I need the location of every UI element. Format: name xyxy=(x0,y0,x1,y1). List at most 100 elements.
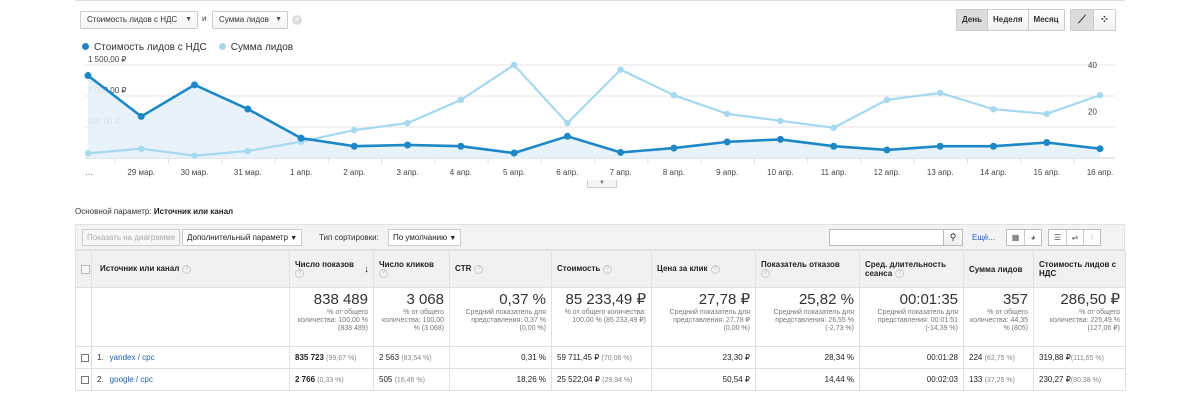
help-icon[interactable]: ? xyxy=(761,269,770,279)
help-icon[interactable]: ? xyxy=(295,269,304,279)
top-divider xyxy=(75,0,1125,1)
col-header-bounce-label: Показатель отказов xyxy=(761,259,840,269)
help-icon[interactable]: ? xyxy=(474,264,484,274)
period-month-button[interactable]: Месяц xyxy=(1027,10,1064,30)
total-duration: 00:01:35 Средний показатель для представл… xyxy=(859,287,964,347)
comparison-view-icon[interactable]: ⇌ xyxy=(1066,230,1083,245)
series1-point xyxy=(723,138,731,146)
series1-point xyxy=(670,144,678,152)
motion-chart-icon[interactable]: ⁘ xyxy=(1093,10,1115,30)
metric1-label: Стоимость лидов с НДС xyxy=(87,15,178,24)
total-clicks: 3 068% от общего количества: 100,00 % (3… xyxy=(373,287,450,347)
help-icon[interactable]: ? xyxy=(182,264,192,274)
series1-point xyxy=(297,134,305,142)
col-header-source-label: Источник или канал xyxy=(100,264,180,274)
total-note: % от общего количества: 44,35 % (805) xyxy=(969,309,1028,332)
advanced-filter-link[interactable]: Ещё... xyxy=(972,233,996,242)
period-day-button[interactable]: День xyxy=(957,10,987,30)
line-chart-icon[interactable]: ⟋ xyxy=(1071,10,1093,30)
x-tick-label: 13 апр. xyxy=(927,168,954,177)
series1-point xyxy=(989,142,997,150)
col-header-clicks[interactable]: Число кликов? xyxy=(373,250,450,288)
plot-rows-button[interactable]: Показать на диаграмме xyxy=(82,229,181,246)
col-header-duration[interactable]: Сред. длительность сеанса? xyxy=(859,250,964,288)
pie-chart-view-icon[interactable]: ◕ xyxy=(1024,230,1041,245)
col-header-impressions[interactable]: Число показов? ↓ xyxy=(289,250,374,288)
chart-type-selector: ⟋ ⁘ xyxy=(1070,9,1116,31)
total-value: 00:01:35 xyxy=(899,291,958,308)
pivot-view-icon[interactable]: ⦙ xyxy=(1083,230,1100,245)
sort-type-select[interactable]: По умолчанию ▼ xyxy=(388,229,462,246)
series1-dot-icon xyxy=(82,43,89,50)
x-tick-label: 11 апр. xyxy=(821,168,847,177)
metric2-select[interactable]: Сумма лидов ▼ xyxy=(212,11,288,29)
x-tick-label: 15 апр. xyxy=(1033,168,1060,177)
series2-point xyxy=(883,96,891,104)
chart-controls: Стоимость лидов с НДС ▼ и Сумма лидов ▼ … xyxy=(80,8,1125,32)
col-header-impressions-label: Число показов xyxy=(295,259,354,269)
data-table-view-icon[interactable]: ▦ xyxy=(1007,230,1024,245)
total-note: % от общего количества: 100,00 % (838 48… xyxy=(297,309,368,332)
row-select-cell xyxy=(75,346,92,369)
cost-cell: 25 522,04 ₽ (29,94 %) xyxy=(551,368,652,391)
total-cost: 85 233,49 ₽% от общего количества: 100,0… xyxy=(551,287,652,347)
series2-point xyxy=(990,105,997,113)
total-note: Средний показатель для представления: 0,… xyxy=(465,309,547,332)
total-value: 0,37 % xyxy=(499,291,546,308)
cell-value: 59 711,45 ₽ xyxy=(557,353,600,362)
col-header-lead-cost-label: Стоимость лидов с НДС xyxy=(1039,260,1117,278)
x-tick-label: … xyxy=(85,168,93,177)
period-week-button[interactable]: Неделя xyxy=(987,10,1028,30)
help-icon[interactable]: ? xyxy=(895,269,905,279)
x-tick-label: 31 мар. xyxy=(234,168,262,177)
series1-point xyxy=(936,142,944,150)
x-tick-label: 9 апр. xyxy=(716,168,738,177)
col-header-duration-label: Сред. длительность сеанса xyxy=(865,259,946,278)
help-icon[interactable]: ? xyxy=(603,264,613,274)
source-cell: 1. yandex / cpc xyxy=(91,346,290,369)
chart-resize-handle[interactable]: ▼ xyxy=(587,180,617,188)
sort-type-value: По умолчанию xyxy=(393,233,448,242)
search-icon[interactable]: ⚲ xyxy=(943,229,963,246)
series1-point xyxy=(350,142,358,150)
series1-point xyxy=(776,135,784,143)
col-header-bounce[interactable]: Показатель отказов? xyxy=(755,250,860,288)
row-checkbox[interactable] xyxy=(81,375,89,384)
col-header-lead-cost[interactable]: Стоимость лидов с НДС xyxy=(1033,250,1126,288)
remove-metric-icon[interactable]: × xyxy=(292,15,302,25)
metric1-select[interactable]: Стоимость лидов с НДС ▼ xyxy=(80,11,198,29)
col-header-ctr[interactable]: CTR? xyxy=(449,250,552,288)
cell-value: 2 766 xyxy=(295,375,316,384)
select-all-checkbox[interactable] xyxy=(81,264,90,274)
primary-dimension-value[interactable]: Источник или канал xyxy=(153,207,234,216)
sort-type-label: Тип сортировки: xyxy=(319,233,379,242)
performance-view-icon[interactable]: ☰ xyxy=(1049,230,1066,245)
col-header-leads[interactable]: Сумма лидов xyxy=(963,250,1034,288)
col-header-cost[interactable]: Стоимость? xyxy=(551,250,652,288)
x-tick-label: 12 апр. xyxy=(874,168,901,177)
secondary-dimension-select[interactable]: Дополнительный параметр ▼ xyxy=(182,229,303,246)
total-value: 85 233,49 ₽ xyxy=(565,291,646,308)
series1-point xyxy=(883,146,891,154)
row-checkbox[interactable] xyxy=(81,353,89,362)
series2-line xyxy=(87,63,1101,157)
col-header-cost-label: Стоимость xyxy=(557,264,601,274)
totals-row: 838 489% от общего количества: 100,00 % … xyxy=(75,287,1126,347)
help-icon[interactable]: ? xyxy=(379,269,388,279)
help-icon[interactable]: ? xyxy=(710,264,720,274)
col-header-source[interactable]: Источник или канал? xyxy=(91,250,290,288)
source-link[interactable]: yandex / cpc xyxy=(109,353,155,362)
y-left-tick-label: 1 500,00 ₽ xyxy=(88,55,126,64)
col-header-cpc[interactable]: Цена за клик? xyxy=(651,250,756,288)
legend-item-series1: Стоимость лидов с НДС xyxy=(82,42,207,53)
x-tick-label: 14 апр. xyxy=(980,168,1007,177)
cell-percent: (16,46 %) xyxy=(394,377,425,384)
source-link[interactable]: google / cpc xyxy=(109,375,153,384)
view-selector-2: ☰ ⇌ ⦙ xyxy=(1048,229,1101,246)
clicks-cell: 2 563 (83,54 %) xyxy=(373,346,450,369)
series1-point xyxy=(84,72,92,80)
total-leads: 357% от общего количества: 44,35 % (805) xyxy=(963,287,1034,347)
series2-point xyxy=(723,110,731,118)
leads-cell: 224 (62,75 %) xyxy=(963,346,1034,369)
